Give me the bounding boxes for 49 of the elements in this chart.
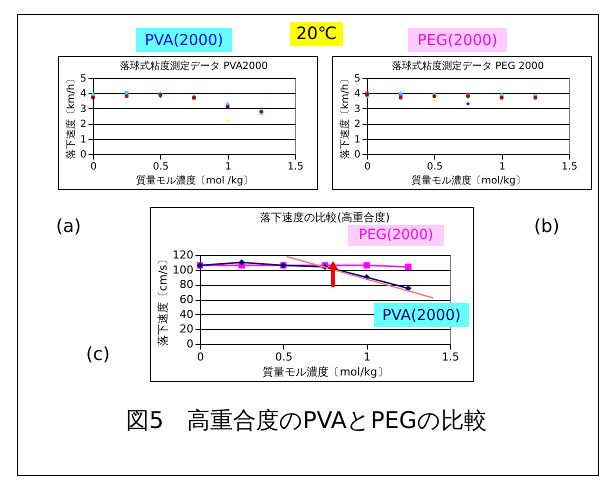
x-tick-label: 1 [364,350,371,364]
x-tick-label: 0.5 [152,162,169,172]
x-axis-title: 質量モル濃度〔mol/kg〕 [262,366,388,378]
x-tick-label: 0 [197,350,204,364]
x-axis-title: 質量モル濃度〔mol /kg〕 [136,174,254,186]
x-tick-label: 0 [364,162,371,172]
x-tick-label: 1 [224,162,232,172]
y-tick-label: 1 [80,134,86,146]
y-tick-label: 2 [80,119,86,130]
y-tick-label: 0 [354,150,360,160]
y-tick-label: 120 [172,248,194,262]
caption: 図5 高重合度のPVAとPEGの比較 [125,407,488,436]
y-tick-label: 20 [180,322,194,336]
x-tick-label: 0 [90,162,97,172]
chart-title: 落球式粘度測定データ PEG 2000 [392,60,544,72]
y-tick-label: 4 [80,88,86,100]
y-axis-title: 落下速度〔cm/s〕 [156,254,170,346]
text: (c) [86,344,110,365]
y-axis-title: 落下速度〔km/h〕 [65,74,78,160]
y-tick-label: 0 [80,150,86,160]
text: PVA(2000) [136,28,232,52]
text: (a) [56,216,82,237]
chart-title: 落球式粘度測定データ PVA2000 [120,60,268,72]
x-tick-label: 1.5 [562,162,578,172]
text: 20℃ [290,22,343,46]
y-tick-label: 40 [180,308,194,321]
x-tick-label: 1.5 [442,350,460,364]
y-tick-label: 80 [180,278,194,292]
y-tick-label: 3 [80,104,86,115]
y-tick-label: 1 [354,134,360,146]
chart-title: 落下速度の比較(高重合度) [260,211,390,224]
x-tick-label: 0.5 [275,350,293,364]
y-tick-label: 5 [354,74,360,84]
y-tick-label: 60 [180,293,194,306]
y-tick-label: 100 [172,263,194,276]
series-label: PEG(2000) [348,225,444,246]
y-tick-label: 5 [80,74,86,84]
text: PEG(2000) [408,28,507,52]
x-tick-label: 0.5 [426,162,443,172]
x-tick-label: 1 [498,162,506,172]
x-axis-title: 質量モル濃度〔mol/kg〕 [411,174,526,186]
y-tick-label: 3 [354,104,360,115]
y-tick-label: 0 [186,338,194,350]
series-label: PVA(2000) [374,303,469,327]
y-tick-label: 2 [354,119,360,130]
y-axis-title: 落下速度〔km/h〕 [339,74,352,160]
y-tick-label: 4 [354,88,360,100]
x-tick-label: 1.5 [288,162,304,172]
text: (b) [534,216,560,237]
